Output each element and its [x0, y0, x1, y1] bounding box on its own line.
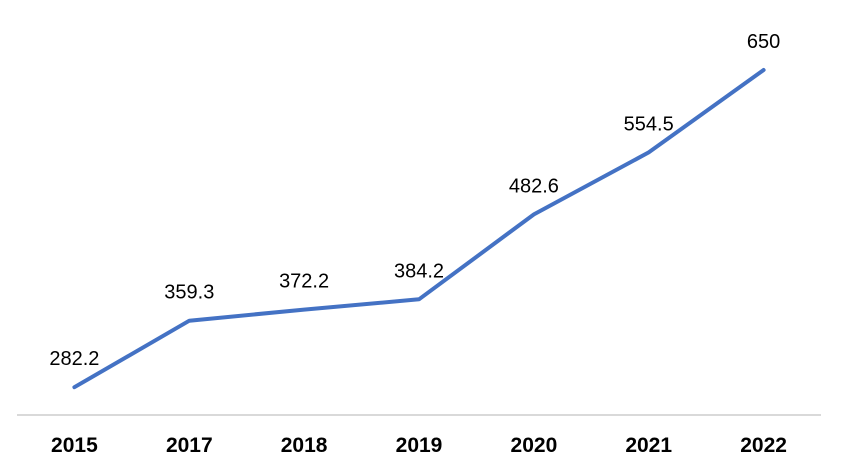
data-point-label: 359.3 [164, 282, 214, 304]
data-point-label: 650 [747, 31, 780, 53]
x-axis-tick-label: 2017 [166, 434, 213, 457]
data-point-label: 372.2 [279, 271, 329, 293]
data-point-label: 282.2 [49, 348, 99, 370]
data-series-line [72, 68, 766, 390]
data-point-label: 482.6 [509, 175, 559, 197]
data-point-label: 554.5 [624, 113, 674, 135]
data-point-label: 384.2 [394, 260, 444, 282]
x-axis-tick-label: 2015 [51, 434, 98, 457]
x-axis-tick-label: 2018 [281, 434, 328, 457]
x-axis-tick-label: 2022 [740, 434, 787, 457]
x-axis-tick-label: 2020 [511, 434, 558, 457]
x-axis-tick-label: 2019 [396, 434, 443, 457]
x-axis-tick-label: 2021 [625, 434, 672, 457]
